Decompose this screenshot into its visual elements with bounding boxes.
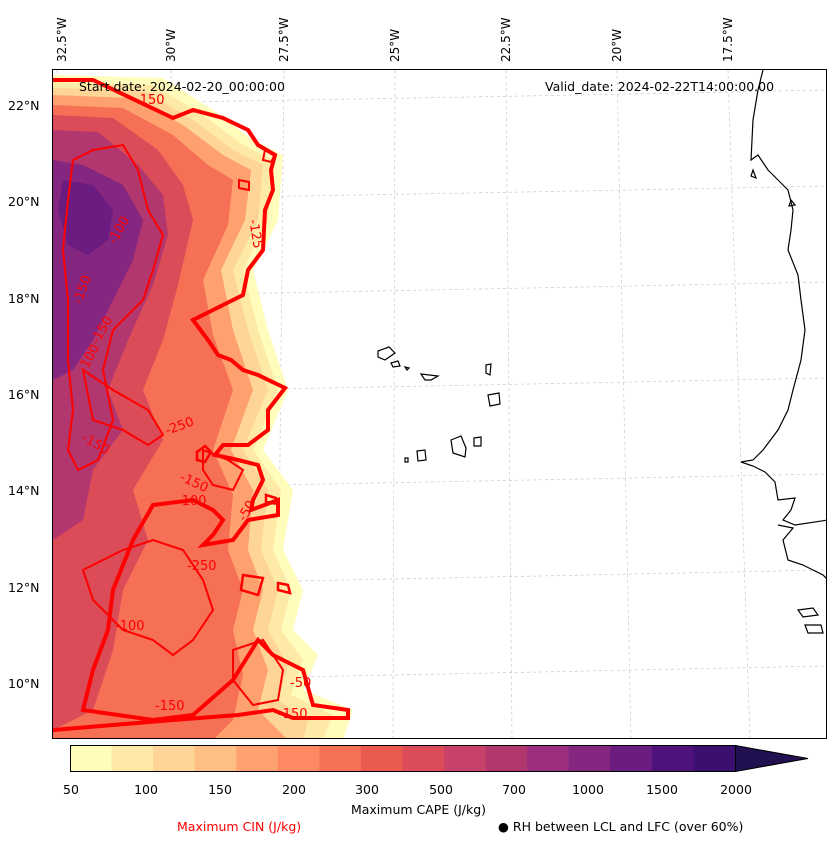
lon-label-20w: 20°W	[610, 28, 624, 62]
cape-verde-islands	[377, 346, 501, 463]
cin-label: -150	[135, 93, 165, 108]
colorbar-extend-arrow	[735, 745, 808, 772]
colorbar-cell	[485, 745, 528, 772]
lat-label-20n: 20°N	[8, 194, 40, 209]
african-coastline	[740, 70, 826, 634]
cin-label: -250	[187, 559, 217, 574]
lat-label-12n: 12°N	[8, 580, 40, 595]
colorbar-cell	[70, 745, 113, 772]
colorbar-tick-label: 100	[134, 782, 158, 797]
cin-label: -125	[245, 218, 265, 250]
colorbar-cells	[70, 745, 736, 772]
cin-label: -150	[155, 699, 185, 714]
colorbar-cell	[277, 745, 320, 772]
colorbar-cell	[568, 745, 611, 772]
colorbar-cell	[111, 745, 154, 772]
colorbar-tick-label: 500	[429, 782, 453, 797]
colorbar-cell	[527, 745, 570, 772]
start-date-label: Start date: 2024-02-20_00:00:00	[79, 79, 285, 94]
lat-label-22n: 22°N	[8, 98, 40, 113]
lon-label-32-5w: 32.5°W	[55, 17, 69, 62]
rh-legend: ● RH between LCL and LFC (over 60%)	[498, 819, 743, 834]
map-panel[interactable]: -150 -100 -250 -150 -150 -100 -150 -150 …	[52, 69, 827, 739]
colorbar-tick-label: 1500	[646, 782, 678, 797]
lon-label-17-5w: 17.5°W	[721, 17, 735, 62]
colorbar-tick-label: 300	[355, 782, 379, 797]
colorbar-cell	[610, 745, 653, 772]
colorbar-cell	[651, 745, 695, 772]
cin-contours	[53, 78, 350, 732]
colorbar-tick-label: 2000	[720, 782, 752, 797]
colorbar-cell	[319, 745, 362, 772]
lon-label-30w: 30°W	[164, 28, 178, 62]
lat-label-14n: 14°N	[8, 483, 40, 498]
cin-legend-label: Maximum CIN (J/kg)	[177, 819, 302, 834]
colorbar-cell	[153, 745, 196, 772]
valid-date-label: Valid_date: 2024-02-22T14:00:00.00	[545, 79, 775, 94]
colorbar-cell	[402, 745, 445, 772]
rh-legend-label: RH between LCL and LFC (over 60%)	[512, 819, 744, 834]
lat-label-16n: 16°N	[8, 387, 40, 402]
colorbar-outline	[70, 745, 736, 772]
cin-label: -100	[177, 494, 207, 509]
rh-dot-icon: ●	[498, 819, 509, 834]
colorbar-tick-label: 200	[282, 782, 306, 797]
lat-label-10n: 10°N	[8, 676, 40, 691]
colorbar-tick-label: 700	[502, 782, 526, 797]
colorbar-cell	[693, 745, 736, 772]
lon-label-22-5w: 22.5°W	[499, 17, 513, 62]
cin-label: -50	[290, 676, 311, 691]
colorbar-tick-label: 150	[208, 782, 232, 797]
cin-label: -150	[278, 707, 308, 722]
colorbar-cell	[360, 745, 404, 772]
lon-label-27-5w: 27.5°W	[277, 17, 291, 62]
colorbar-cell	[236, 745, 279, 772]
colorbar-cell	[444, 745, 487, 772]
map-canvas: -150 -100 -250 -150 -150 -100 -150 -150 …	[53, 70, 826, 738]
cape-filled-contours	[53, 75, 353, 738]
cape-colorbar	[70, 745, 809, 772]
colorbar-tick-label: 1000	[572, 782, 604, 797]
lon-label-25w: 25°W	[388, 28, 402, 62]
colorbar-title: Maximum CAPE (J/kg)	[350, 802, 487, 817]
colorbar-cell	[194, 745, 237, 772]
cin-label: -100	[115, 619, 145, 634]
colorbar-tick-label: 50	[63, 782, 79, 797]
lat-label-18n: 18°N	[8, 291, 40, 306]
cape-band-1500	[58, 180, 113, 255]
